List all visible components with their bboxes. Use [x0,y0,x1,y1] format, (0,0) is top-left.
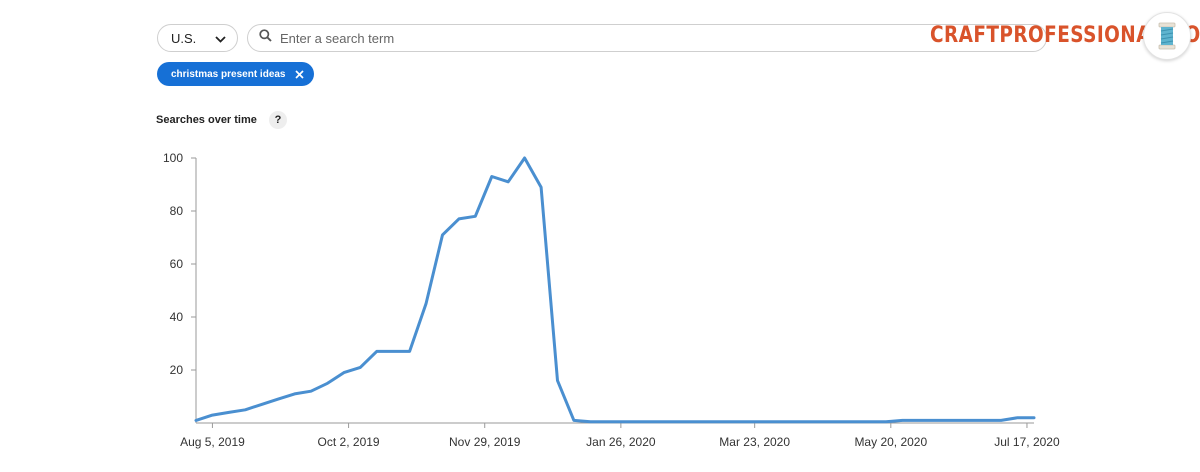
x-tick-label: May 20, 2020 [854,435,927,449]
chevron-down-icon [215,31,226,46]
search-icon [259,29,272,47]
x-tick-label: Aug 5, 2019 [180,435,245,449]
chart-series [194,156,1036,424]
series-line [194,156,1036,424]
chart-axes: 20 40 60 80 100 Aug 5, 2019 Oct 2, 2019 Nov 29,… [163,151,1060,449]
x-tick-label: Mar 23, 2020 [719,435,790,449]
help-button[interactable]: ? [269,111,287,129]
chart-title: Searches over time [156,114,257,126]
x-tick-label: Oct 2, 2019 [318,435,380,449]
country-select[interactable]: U.S. [157,24,238,52]
y-tick-label: 40 [170,310,184,324]
x-tick-label: Nov 29, 2019 [449,435,521,449]
country-select-value: U.S. [171,30,197,46]
chip-label: christmas present ideas [171,68,286,80]
y-tick-label: 80 [170,204,184,218]
y-tick-label: 20 [170,363,184,377]
y-tick-label: 60 [170,257,184,271]
close-icon[interactable] [294,69,304,79]
y-tick-label: 100 [163,151,183,165]
x-tick-label: Jan 26, 2020 [586,435,656,449]
search-box[interactable] [247,24,1047,52]
search-term-chip: christmas present ideas [157,62,314,86]
x-tick-label: Jul 17, 2020 [994,435,1060,449]
thread-spool-icon [1143,12,1191,60]
search-input[interactable] [278,29,882,47]
